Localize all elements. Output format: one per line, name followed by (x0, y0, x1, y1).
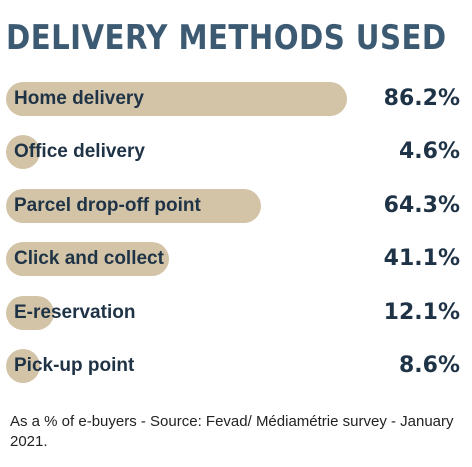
chart-title: DELIVERY METHODS USED (6, 18, 447, 58)
bar-row: E-reservation 12.1% (6, 296, 466, 330)
bar-label: Pick-up point (14, 355, 135, 376)
bar-row: Click and collect 41.1% (6, 242, 466, 276)
bar-value-label: 8.6% (398, 353, 460, 378)
source-note: As a % of e-buyers - Source: Fevad/ Médi… (10, 413, 454, 450)
bar-row: Home delivery 86.2% (6, 82, 466, 116)
bar (6, 189, 261, 223)
bar-value-label: 41.1% (383, 246, 460, 271)
bar (6, 135, 40, 169)
bar (6, 82, 347, 116)
bar (6, 349, 40, 383)
bar-label: Office delivery (14, 141, 145, 162)
bar-value-label: 4.6% (398, 139, 460, 164)
bar-row: Parcel drop-off point 64.3% (6, 189, 466, 223)
bar-label: Home delivery (14, 88, 144, 109)
bar (6, 242, 169, 276)
bar-value-label: 12.1% (383, 300, 460, 325)
bar-label: E-reservation (14, 302, 136, 323)
bar-label: Parcel drop-off point (14, 195, 201, 216)
bar-row: Pick-up point 8.6% (6, 349, 466, 383)
bar-value-label: 64.3% (383, 193, 460, 218)
bar-row: Office delivery 4.6% (6, 135, 466, 169)
bar (6, 296, 54, 330)
bar-value-label: 86.2% (383, 86, 460, 111)
bar-label: Click and collect (14, 248, 164, 269)
